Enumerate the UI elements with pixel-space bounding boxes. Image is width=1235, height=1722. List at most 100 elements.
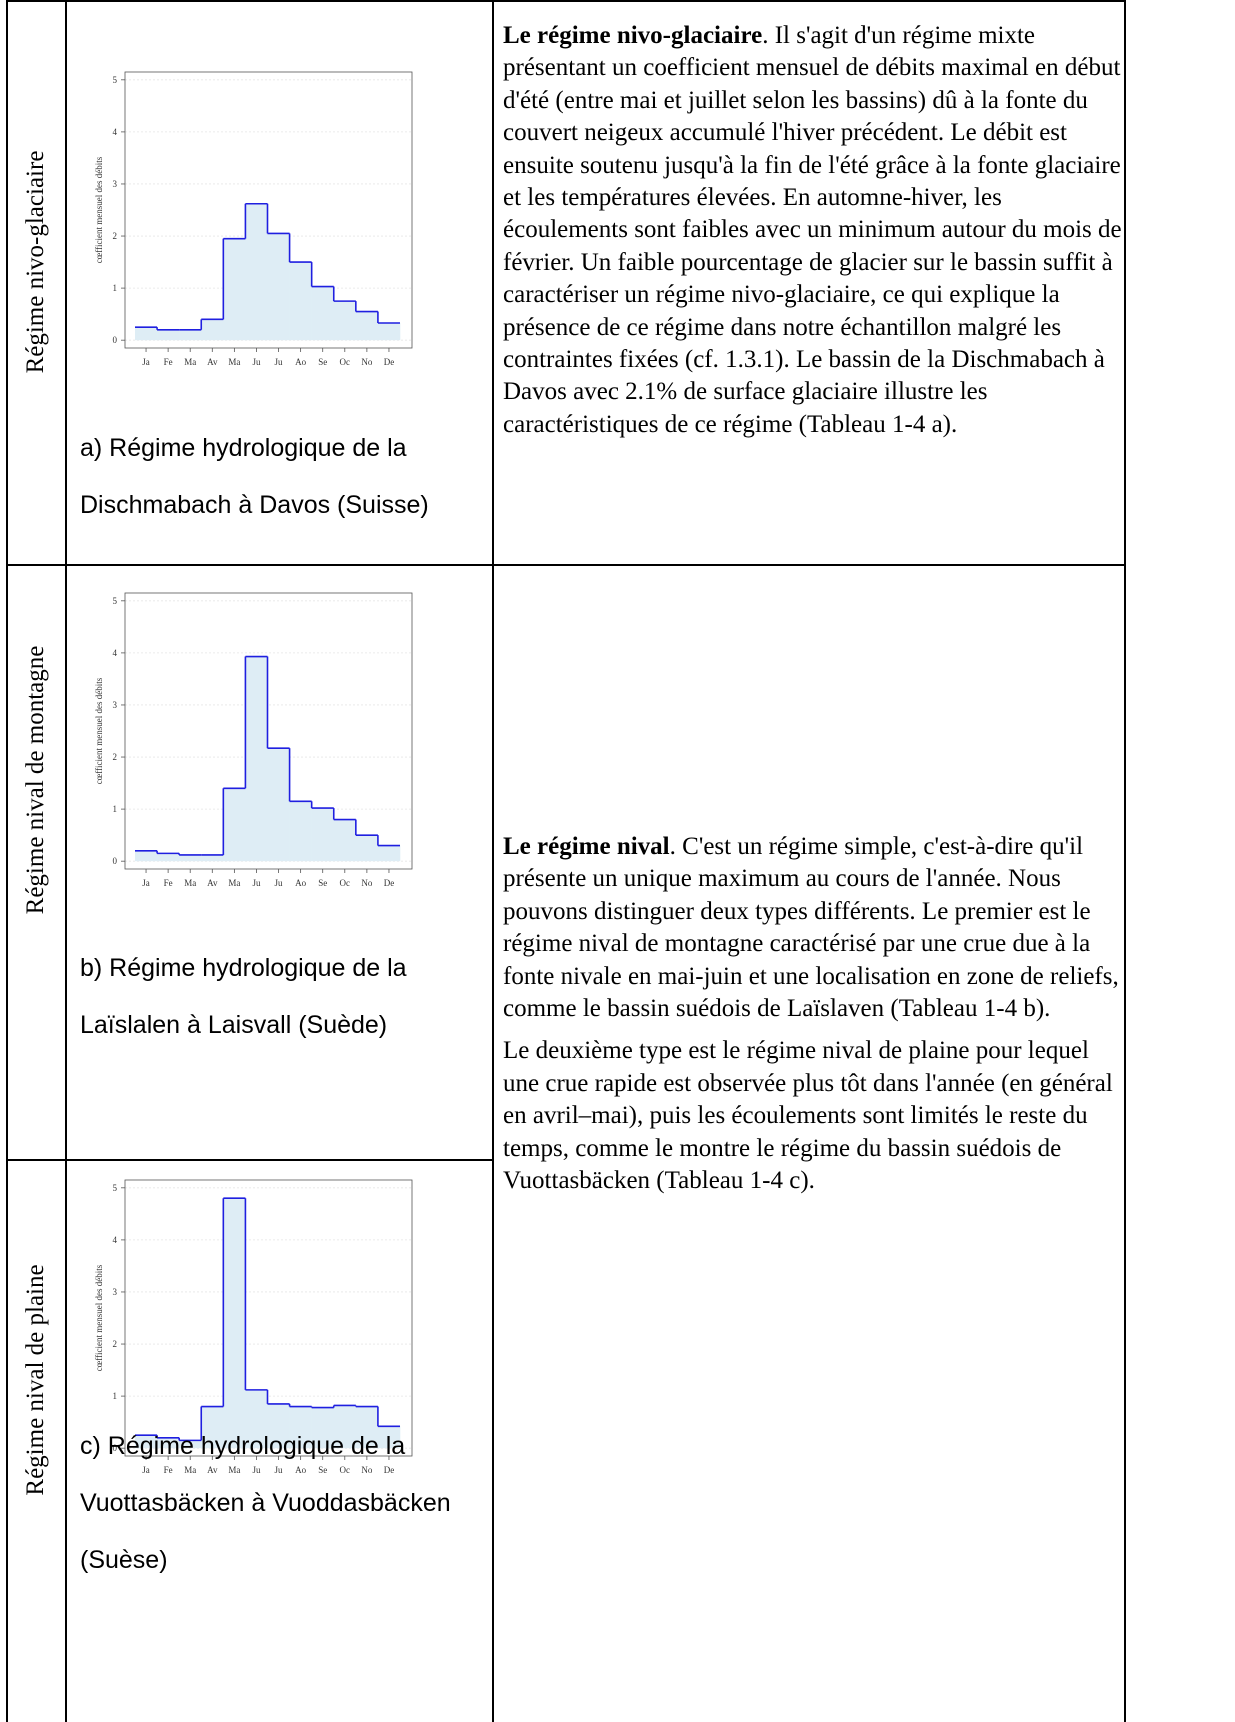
x-tick-label: Oc bbox=[340, 357, 351, 367]
y-tick-label: 3 bbox=[113, 700, 118, 710]
lead: Le régime nivo-glaciaire bbox=[503, 22, 763, 49]
border bbox=[6, 0, 8, 1722]
area bbox=[355, 1406, 379, 1449]
y-tick-label: 0 bbox=[113, 335, 118, 345]
area bbox=[289, 1406, 312, 1449]
x-tick-label: Ao bbox=[295, 357, 306, 367]
x-tick-label: No bbox=[361, 357, 372, 367]
paragraph: Le régime nivo-glaciaire. Il s'agit d'un… bbox=[503, 20, 1125, 441]
area bbox=[157, 329, 180, 341]
x-tick-label: Se bbox=[318, 878, 327, 888]
y-tick-label: 3 bbox=[113, 1287, 118, 1297]
x-tick-label: Ju bbox=[252, 1465, 261, 1475]
y-tick-label: 5 bbox=[113, 75, 118, 85]
x-tick-label: Ma bbox=[228, 357, 240, 367]
x-tick-label: Ma bbox=[184, 357, 196, 367]
area bbox=[245, 203, 268, 341]
row-label-text: Régime nival de montagne bbox=[22, 645, 49, 915]
y-tick-label: 5 bbox=[113, 1183, 118, 1193]
area bbox=[333, 1405, 357, 1449]
area bbox=[201, 319, 224, 341]
area bbox=[333, 819, 357, 862]
border bbox=[1124, 0, 1126, 1722]
x-tick-label: Fe bbox=[164, 878, 173, 888]
border bbox=[7, 564, 1126, 566]
text: Le deuxième type est le régime nival de … bbox=[503, 1037, 1113, 1195]
y-axis-label: cœfficient mensuel des débits bbox=[94, 1264, 104, 1371]
area bbox=[157, 1437, 180, 1449]
area bbox=[179, 329, 202, 341]
border bbox=[7, 1159, 494, 1161]
area bbox=[135, 1435, 158, 1449]
x-tick-label: Ma bbox=[184, 878, 196, 888]
x-tick-label: Fe bbox=[164, 1465, 173, 1475]
y-tick-label: 4 bbox=[113, 127, 118, 137]
area bbox=[135, 327, 158, 341]
area bbox=[377, 845, 401, 862]
text: . C'est un régime simple, c'est-à-dire q… bbox=[503, 833, 1119, 1023]
chart: 0 1 2 3 4 5 Ja Fe Ma Av Ma Ju Ju Ao Se Oc No De cœfficient… bbox=[94, 71, 413, 367]
area bbox=[311, 1407, 335, 1449]
x-tick-label: Ja bbox=[142, 357, 150, 367]
plot-frame bbox=[124, 592, 413, 870]
x-tick-label: Ju bbox=[252, 357, 261, 367]
y-tick-label: 4 bbox=[113, 1235, 118, 1245]
x-tick-label: Av bbox=[207, 1465, 218, 1475]
y-tick-label: 1 bbox=[113, 1391, 118, 1401]
x-tick-label: Oc bbox=[340, 878, 351, 888]
area bbox=[377, 323, 401, 341]
y-tick-label: 5 bbox=[113, 596, 118, 606]
x-tick-label: De bbox=[384, 878, 395, 888]
paragraph: Le régime nival. C'est un régime simple,… bbox=[503, 831, 1125, 1025]
row-label-text: Régime nival de plaine bbox=[22, 1264, 49, 1496]
x-tick-label: De bbox=[384, 357, 395, 367]
area bbox=[377, 1426, 401, 1449]
description: Le régime nival. C'est un régime simple,… bbox=[503, 831, 1125, 1207]
chart: 0 1 2 3 4 5 Ja Fe Ma Av Ma Ju Ju Ao Se Oc No De cœfficient… bbox=[94, 1179, 413, 1475]
area bbox=[157, 853, 180, 862]
y-tick-label: 1 bbox=[113, 804, 118, 814]
y-tick-label: 2 bbox=[113, 1339, 118, 1349]
x-tick-label: Ju bbox=[275, 357, 284, 367]
x-tick-label: Ao bbox=[295, 1465, 306, 1475]
x-tick-label: Av bbox=[207, 357, 218, 367]
y-axis-label: cœfficient mensuel des débits bbox=[94, 677, 104, 784]
chart: 0 1 2 3 4 5 Ja Fe Ma Av Ma Ju Ju Ao Se Oc No De cœfficient… bbox=[94, 592, 413, 888]
x-tick-label: Ma bbox=[228, 878, 240, 888]
area bbox=[267, 1403, 290, 1449]
x-tick-label: Oc bbox=[340, 1465, 351, 1475]
x-tick-label: Ju bbox=[252, 878, 261, 888]
area bbox=[179, 854, 202, 862]
caption: b) Régime hydrologique de la Laïslalen à… bbox=[80, 954, 407, 1039]
x-tick-label: Se bbox=[318, 1465, 327, 1475]
area bbox=[223, 1198, 246, 1449]
plot-frame bbox=[124, 71, 413, 349]
area bbox=[245, 656, 268, 862]
caption: a) Régime hydrologique de la Dischmabach… bbox=[80, 434, 429, 519]
area bbox=[311, 808, 335, 862]
x-tick-label: Se bbox=[318, 357, 327, 367]
x-tick-label: Ju bbox=[275, 1465, 284, 1475]
y-tick-label: 0 bbox=[113, 856, 118, 866]
area bbox=[333, 301, 357, 341]
plot-frame bbox=[124, 1179, 413, 1457]
y-tick-label: 4 bbox=[113, 648, 118, 658]
x-tick-label: No bbox=[361, 1465, 372, 1475]
area bbox=[289, 262, 312, 341]
area bbox=[355, 311, 379, 341]
y-tick-label: 1 bbox=[113, 283, 118, 293]
x-tick-label: Ma bbox=[228, 1465, 240, 1475]
area bbox=[201, 854, 224, 862]
row-label-text: Régime nivo-glaciaire bbox=[22, 150, 49, 374]
x-tick-label: Ma bbox=[184, 1465, 196, 1475]
area bbox=[179, 1440, 202, 1449]
y-tick-label: 0 bbox=[113, 1443, 118, 1453]
border bbox=[492, 0, 494, 1722]
caption: c) Régime hydrologique de la Vuottasbäck… bbox=[80, 1432, 451, 1574]
x-tick-label: Av bbox=[207, 878, 218, 888]
border bbox=[65, 0, 67, 1722]
text: . Il s'agit d'un régime mixte présentant… bbox=[503, 22, 1122, 438]
lead: Le régime nival bbox=[503, 833, 670, 860]
area bbox=[289, 801, 312, 862]
